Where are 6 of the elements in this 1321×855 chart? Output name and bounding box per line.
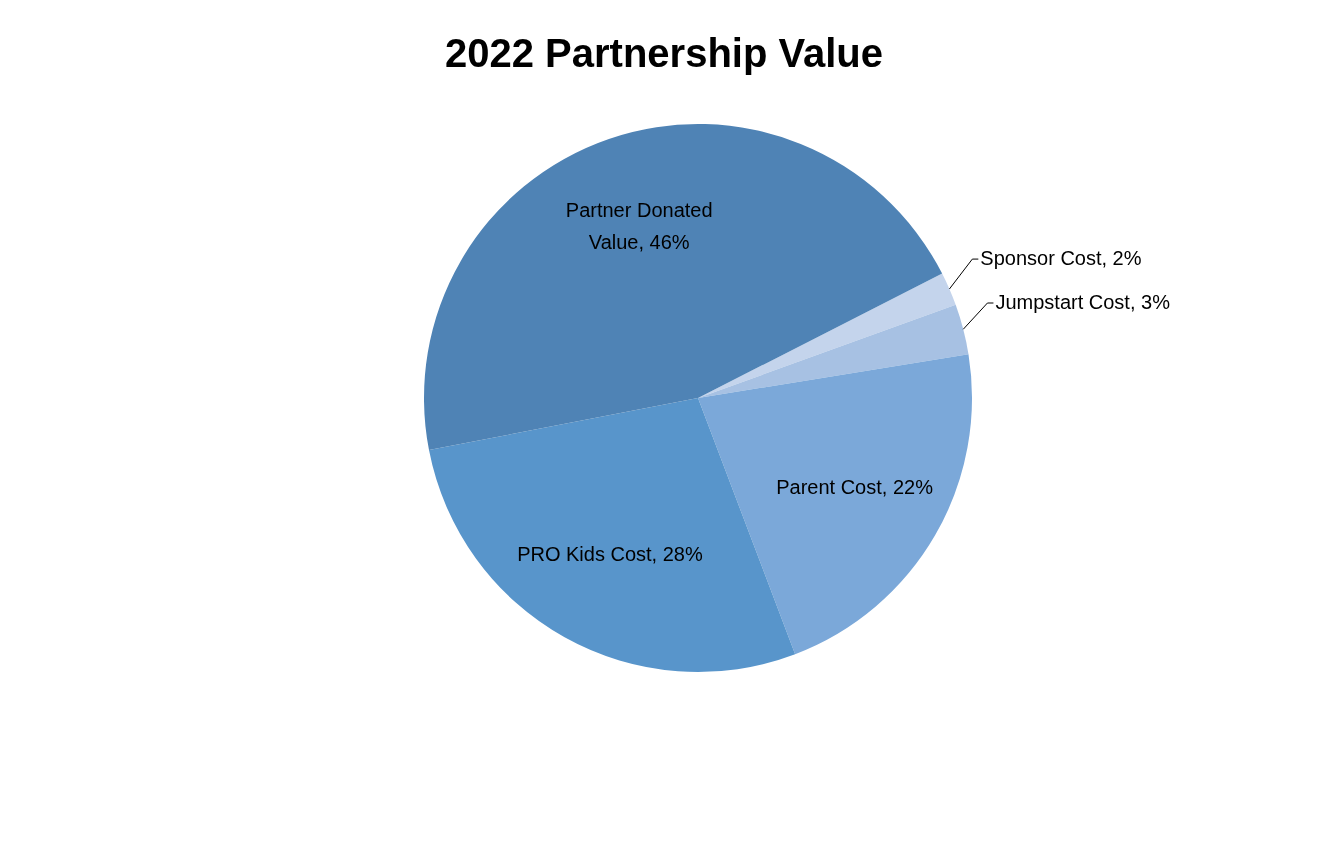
slice-label: Partner Donated Value, 46%	[565, 198, 713, 253]
chart-title: 2022 Partnership Value	[444, 31, 884, 76]
slice-label: Jumpstart Cost, 3%	[995, 290, 1171, 313]
slice-label: Sponsor Cost, 2%	[980, 246, 1142, 269]
slice-label: PRO Kids Cost, 28%	[517, 543, 703, 566]
slice-label: Parent Cost, 22%	[776, 476, 934, 499]
